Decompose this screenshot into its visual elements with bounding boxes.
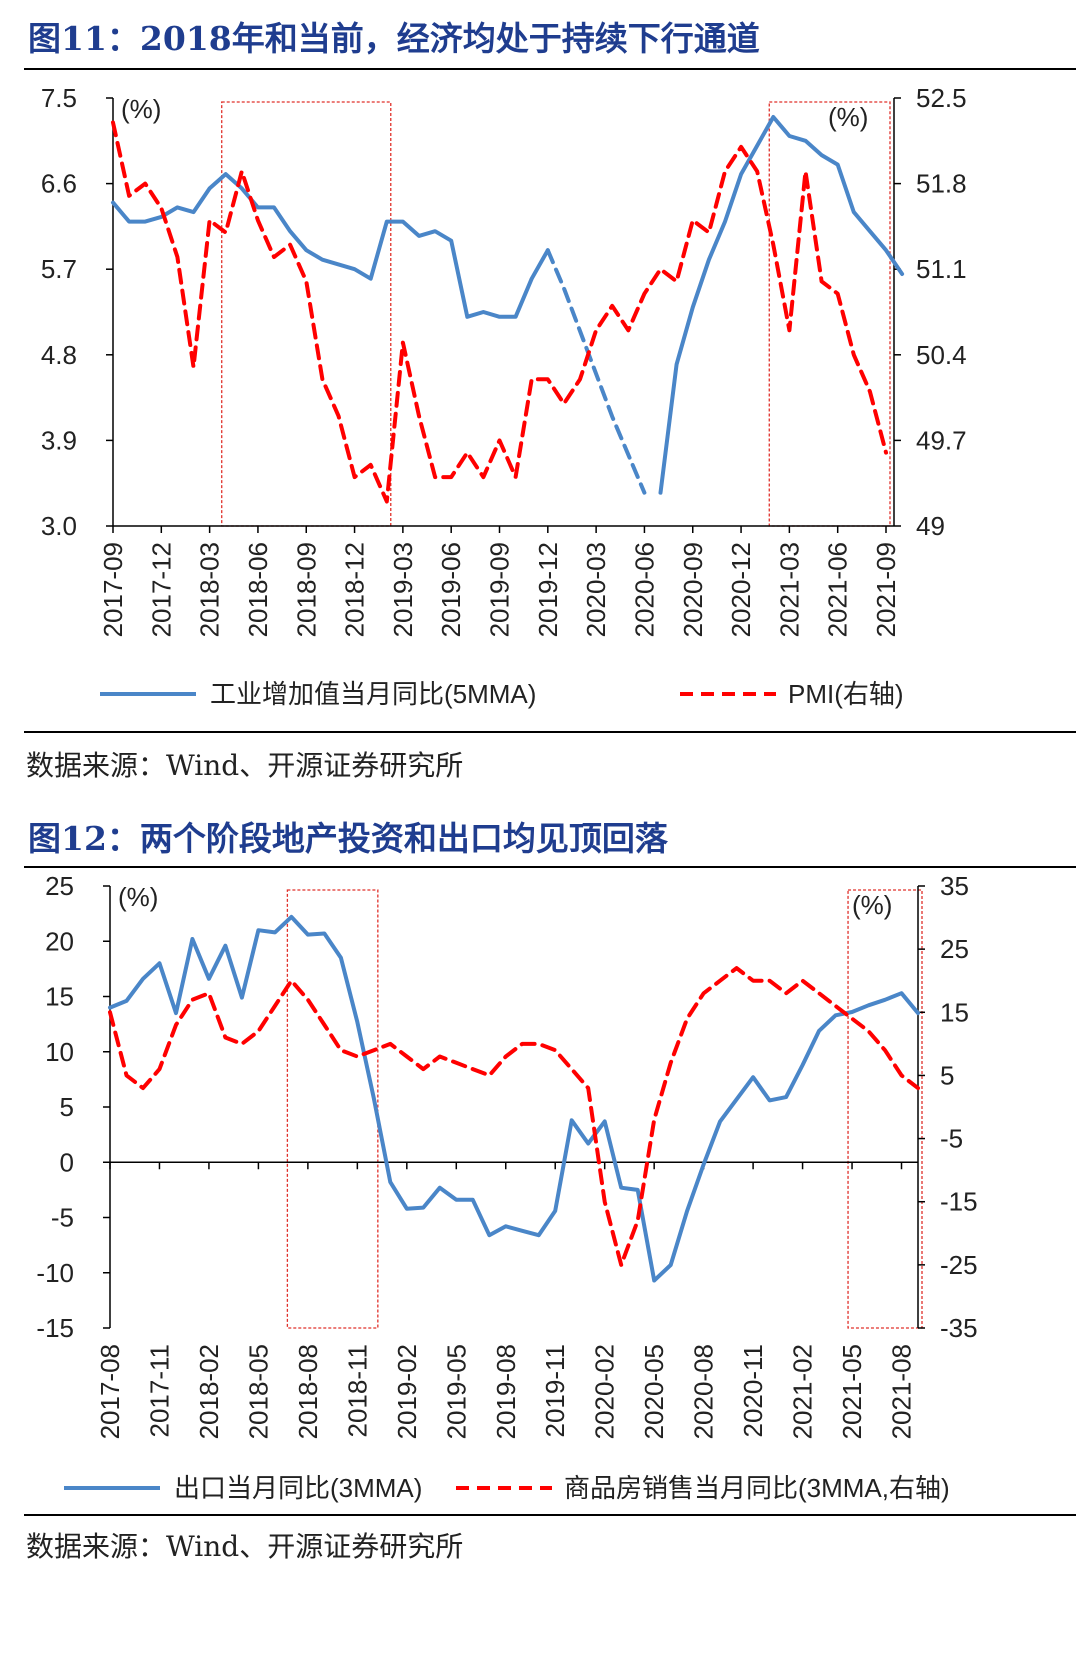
fig1-right-tick-label: 51.1 [916,254,967,284]
fig1-x-tick-label: 2018-09 [291,542,321,637]
figure1-source: 数据来源：Wind、开源证券研究所 [26,749,464,782]
fig1-x-tick-label: 2019-06 [436,542,466,637]
fig2-left-tick-label: 15 [45,982,74,1012]
fig1-x-tick-label: 2021-06 [823,542,853,637]
fig2-left-unit: (%) [118,882,158,912]
fig2-x-tick-label: 2019-08 [491,1344,521,1439]
fig1-series-line [111,120,888,504]
fig2-right-tick-label: 5 [940,1060,954,1090]
figure2-bottom-rule [24,1514,1076,1516]
fig2-x-tick-label: 2017-08 [95,1344,125,1439]
fig2-x-tick-label: 2021-05 [837,1344,867,1439]
fig2-x-tick-label: 2020-02 [590,1344,620,1439]
fig1-x-tick-label: 2019-12 [533,542,563,637]
fig2-legend-label-1: 出口当月同比(3MMA) [174,1473,422,1503]
fig2-x-tick-label: 2019-11 [540,1344,570,1438]
fig2-x-tick-label: 2019-02 [392,1344,422,1439]
fig1-right-tick-label: 49.7 [916,425,967,455]
fig2-left-tick-label: 0 [60,1147,74,1177]
fig2-x-tick-label: 2020-05 [639,1344,669,1439]
fig1-x-tick-label: 2018-03 [195,542,225,637]
fig1-x-tick-label: 2020-06 [629,542,659,637]
fig2-legend-label-2: 商品房销售当月同比(3MMA,右轴) [564,1473,950,1503]
fig1-series-line [545,248,647,495]
fig2-x-tick-label: 2017-11 [144,1344,174,1438]
fig1-right-tick-label: 51.8 [916,169,967,199]
figure2-title: 图12：两个阶段地产投资和出口均见顶回落 [28,819,668,858]
fig2-x-tick-label: 2021-08 [887,1344,917,1439]
figure1-bottom-rule [24,731,1076,733]
figure1-top-rule [24,68,1076,70]
fig2-highlight-box [847,889,923,1329]
fig2-right-tick-label: -15 [940,1187,978,1217]
fig1-left-tick-label: 3.0 [41,511,77,541]
fig1-right-tick-label: 52.5 [916,83,967,113]
fig2-left-tick-label: 10 [45,1037,74,1067]
fig2-right-tick-label: 25 [940,934,969,964]
fig1-left-tick-label: 4.8 [41,340,77,370]
fig1-x-tick-label: 2019-03 [388,542,418,637]
fig2-x-tick-label: 2018-08 [293,1344,323,1439]
fig1-right-tick-label: 50.4 [916,340,967,370]
fig1-left-tick-label: 6.6 [41,169,77,199]
fig1-left-tick-label: 7.5 [41,83,77,113]
fig1-x-tick-label: 2018-06 [243,542,273,637]
fig1-x-tick-label: 2017-09 [98,542,128,637]
fig2-x-tick-label: 2018-05 [243,1344,273,1439]
fig2-left-tick-label: 20 [45,926,74,956]
fig2-right-tick-label: -25 [940,1250,978,1280]
fig2-x-tick-label: 2021-02 [788,1344,818,1439]
fig1-x-tick-label: 2020-12 [726,542,756,637]
fig2-left-tick-label: 25 [45,871,74,901]
fig2-right-unit: (%) [852,890,892,920]
fig1-x-tick-label: 2020-03 [581,542,611,637]
fig2-right-tick-label: 35 [940,871,969,901]
fig2-series-line [108,914,920,1283]
fig1-x-tick-label: 2017-12 [146,542,176,637]
fig2-x-tick-label: 2018-02 [194,1344,224,1439]
figure2-top-rule [24,866,1076,868]
fig1-x-tick-label: 2021-03 [774,542,804,637]
fig2-x-tick-label: 2020-11 [738,1344,768,1438]
fig2-x-tick-label: 2018-11 [342,1344,372,1438]
fig1-left-tick-label: 3.9 [41,425,77,455]
fig2-x-tick-label: 2019-05 [441,1344,471,1439]
fig2-highlight-box [286,889,379,1329]
fig1-legend-label-2: PMI(右轴) [788,679,904,709]
fig2-series-line [108,966,920,1267]
fig2-right-tick-label: -5 [940,1124,963,1154]
fig2-left-tick-label: -10 [36,1258,74,1288]
fig2-x-tick-label: 2020-08 [689,1344,719,1439]
fig1-left-tick-label: 5.7 [41,254,77,284]
fig2-left-tick-label: -15 [36,1313,74,1343]
fig2-right-tick-label: 15 [940,997,969,1027]
fig1-series-line [111,115,905,495]
fig2-right-tick-label: -35 [940,1313,978,1343]
figure2-chart: 25 20 15 10 5 0 -5 -10 -15 35 25 15 5 -5 -15 -25 -35 (%) (… [36,871,978,1503]
fig1-x-tick-label: 2021-09 [871,542,901,637]
fig1-highlight-box [221,101,392,527]
fig1-legend-label-1: 工业增加值当月同比(5MMA) [210,679,536,709]
fig1-x-tick-label: 2018-12 [340,542,370,637]
fig1-right-tick-label: 49 [916,511,945,541]
figure1-chart: 7.5 6.6 5.7 4.8 3.9 3.0 52.5 51.8 51.1 50.4 49.7 49… [41,83,967,709]
figure2-source: 数据来源：Wind、开源证券研究所 [26,1530,464,1563]
fig1-left-unit: (%) [121,94,161,124]
fig1-x-tick-label: 2020-09 [678,542,708,637]
figure1-title: 图11：2018年和当前，经济均处于持续下行通道 [28,19,760,58]
fig1-x-tick-label: 2019-09 [485,542,515,637]
fig2-left-tick-label: 5 [60,1092,74,1122]
fig1-right-unit: (%) [828,102,868,132]
fig2-left-tick-label: -5 [51,1203,74,1233]
